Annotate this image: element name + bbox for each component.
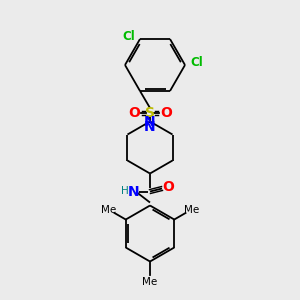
Text: Me: Me (101, 205, 116, 214)
Text: N: N (144, 115, 156, 128)
Text: O: O (160, 106, 172, 120)
Text: Me: Me (142, 277, 158, 286)
Text: Cl: Cl (122, 29, 135, 43)
Text: N: N (144, 120, 156, 134)
Text: Cl: Cl (190, 56, 203, 68)
Text: S: S (145, 106, 155, 120)
Text: N: N (128, 184, 140, 199)
Text: H: H (121, 185, 129, 196)
Text: O: O (162, 179, 174, 194)
Text: Me: Me (184, 205, 199, 214)
Text: O: O (128, 106, 140, 120)
